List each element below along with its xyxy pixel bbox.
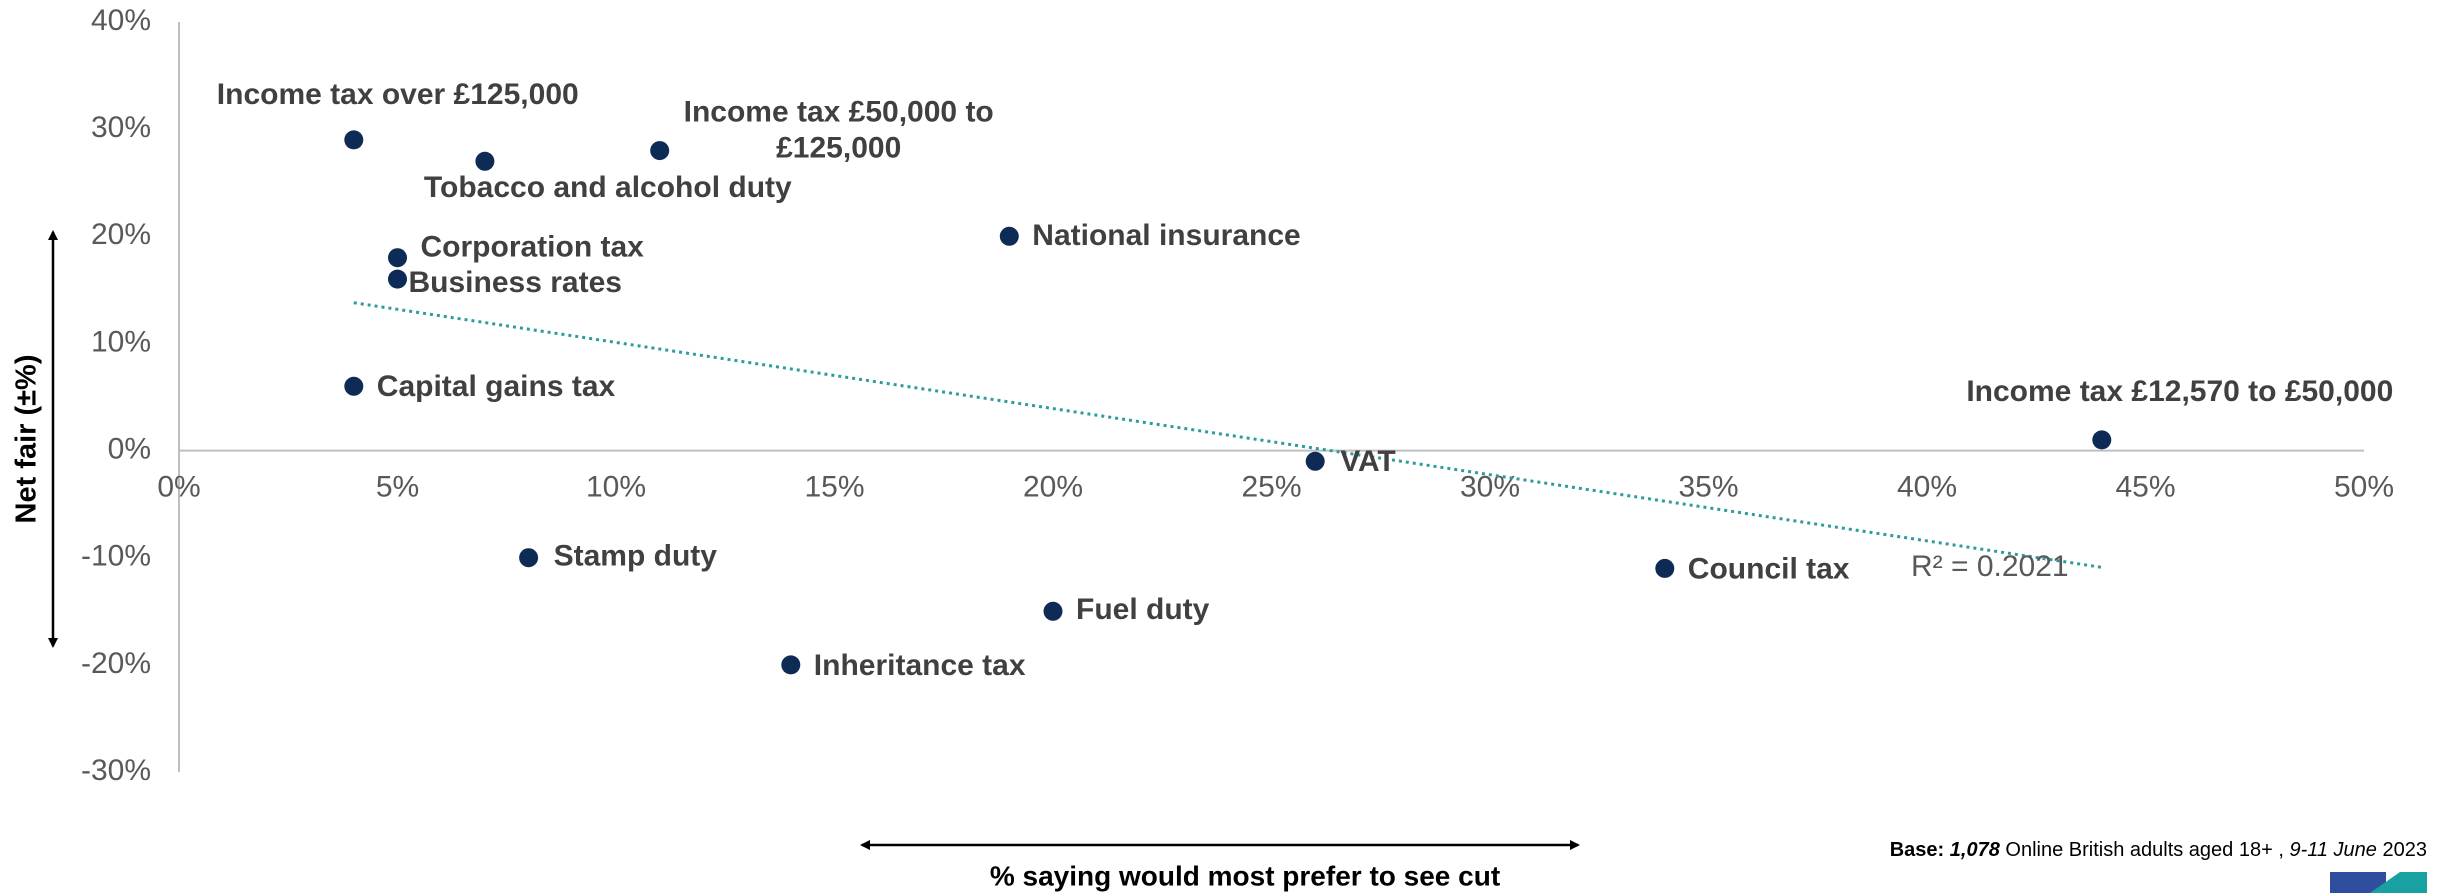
point-label: VAT: [1340, 445, 1396, 478]
point-label: National insurance: [1032, 219, 1300, 252]
r-squared: R² = 0.2021: [1911, 550, 2069, 583]
point: [999, 226, 1019, 246]
point-label: Business rates: [409, 266, 622, 299]
x-tick-label: 5%: [376, 470, 419, 503]
point-label: Stamp duty: [554, 540, 718, 573]
point-label: Income tax £50,000 to: [684, 95, 994, 128]
point-label: Income tax over £125,000: [217, 78, 579, 111]
point-label: Council tax: [1688, 552, 1850, 585]
x-axis-label: % saying would most prefer to see cut: [990, 860, 1500, 891]
x-tick-label: 35%: [1678, 470, 1738, 503]
y-tick-label: -10%: [81, 540, 151, 573]
x-tick-label: 45%: [2115, 470, 2175, 503]
point-label: Tobacco and alcohol duty: [424, 171, 792, 204]
point: [1043, 601, 1063, 621]
point: [1305, 451, 1325, 471]
y-tick-label: 10%: [91, 325, 151, 358]
y-tick-label: 20%: [91, 218, 151, 251]
point: [2092, 430, 2112, 450]
point: [781, 655, 801, 675]
y-tick-label: 0%: [108, 432, 151, 465]
point: [388, 269, 407, 289]
x-tick-label: 20%: [1023, 470, 1083, 503]
point: [388, 248, 407, 268]
y-tick-label: 40%: [91, 4, 151, 37]
y-tick-label: -20%: [81, 647, 151, 680]
point: [650, 141, 670, 161]
x-tick-label: 10%: [586, 470, 646, 503]
base-note: Base: 1,078 Online British adults aged 1…: [1890, 839, 2427, 861]
point-label: Income tax £12,570 to £50,000: [1966, 375, 2393, 408]
note-dates: 9-11 June: [2289, 839, 2376, 861]
y-axis-label: Net fair (±%): [11, 355, 43, 524]
x-tick-label: 50%: [2334, 470, 2394, 503]
logo: [2330, 872, 2427, 893]
note-year: 2023: [2377, 839, 2427, 861]
point-label: Corporation tax: [421, 231, 645, 264]
note-prefix: Base:: [1890, 839, 1944, 861]
point: [344, 130, 364, 150]
trendline: [353, 301, 2103, 569]
y-tick-label: 30%: [91, 111, 151, 144]
x-tick-label: 40%: [1897, 470, 1957, 503]
point: [1655, 558, 1675, 578]
point-label: Capital gains tax: [377, 370, 616, 403]
note-text: Online British adults aged 18+ ,: [2000, 839, 2290, 861]
point: [519, 548, 539, 568]
y-tick-label: -30%: [81, 754, 151, 787]
x-tick-label: 25%: [1241, 470, 1301, 503]
x-tick-label: 0%: [157, 470, 200, 503]
note-base: 1,078: [1950, 839, 2001, 861]
point: [475, 151, 495, 171]
point: [344, 376, 364, 396]
point-label: £125,000: [776, 131, 901, 164]
point-label: Inheritance tax: [814, 649, 1026, 682]
point-label: Fuel duty: [1076, 593, 1210, 626]
x-tick-label: 15%: [804, 470, 864, 503]
